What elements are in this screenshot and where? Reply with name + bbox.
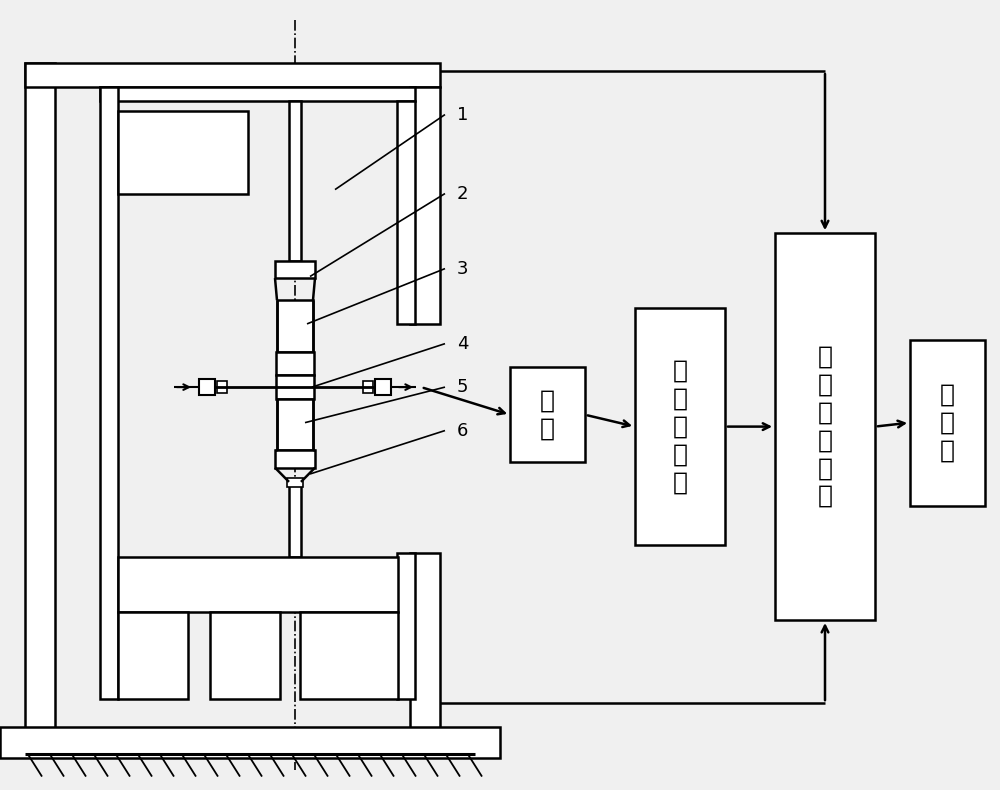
Bar <box>287 478 303 487</box>
Bar <box>289 482 301 557</box>
Bar <box>25 63 55 754</box>
Bar <box>100 87 118 699</box>
Bar <box>363 381 373 393</box>
Text: 计
算
机: 计 算 机 <box>940 383 955 462</box>
Bar <box>910 340 985 506</box>
Bar <box>118 612 188 699</box>
Bar <box>118 557 398 612</box>
Bar <box>0 727 500 758</box>
Bar <box>276 352 314 375</box>
Text: 电
桥: 电 桥 <box>540 389 555 441</box>
Bar <box>275 261 315 278</box>
Bar <box>277 399 313 450</box>
Bar <box>217 381 227 393</box>
Text: 2: 2 <box>457 185 468 202</box>
Bar <box>276 375 314 399</box>
Text: 动
态
应
变
乺: 动 态 应 变 乺 <box>672 359 688 495</box>
Bar <box>410 87 440 324</box>
Bar <box>289 101 301 261</box>
Text: 3: 3 <box>457 260 468 277</box>
Bar <box>775 233 875 620</box>
Text: 1: 1 <box>457 106 468 123</box>
Bar <box>210 612 280 699</box>
Bar <box>410 553 440 754</box>
Bar <box>275 450 315 468</box>
Bar <box>397 553 415 699</box>
Bar <box>375 379 391 395</box>
Bar <box>100 87 415 101</box>
Bar <box>118 111 248 194</box>
Text: 5: 5 <box>457 378 468 396</box>
Bar <box>510 367 585 462</box>
Bar <box>300 612 398 699</box>
Text: 4: 4 <box>457 335 468 352</box>
Bar <box>199 379 215 395</box>
Text: 信
号
采
集
系
统: 信 号 采 集 系 统 <box>818 345 833 508</box>
Bar <box>277 300 313 352</box>
Bar <box>25 63 440 87</box>
Text: 6: 6 <box>457 422 468 439</box>
Bar <box>635 308 725 545</box>
Bar <box>397 101 415 324</box>
